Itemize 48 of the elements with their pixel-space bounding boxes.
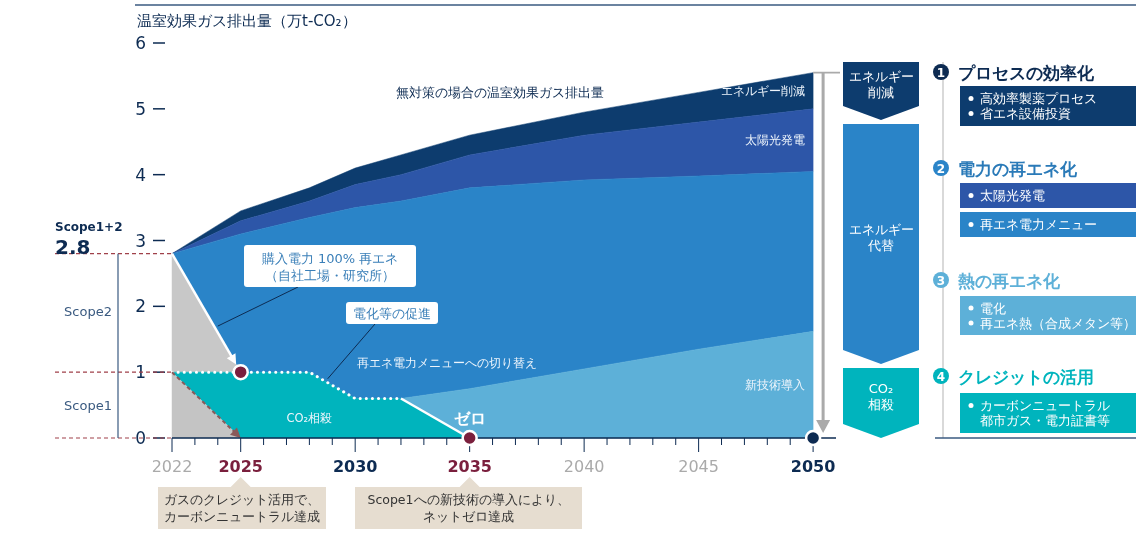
text: 4 [936, 369, 946, 384]
series-label: エネルギー削減 [721, 83, 806, 98]
text: エネルギー代替 [848, 222, 914, 253]
text: クレジットの活用 [958, 367, 1094, 387]
y-tick-label: 6 [135, 33, 146, 53]
text: 再エネ電力メニュー [980, 217, 1097, 232]
text: 省エネ設備投資 [980, 106, 1071, 121]
y-tick-label: 2 [135, 296, 146, 317]
text: 1 [936, 65, 946, 80]
text: 太陽光発電 [980, 188, 1045, 203]
y-tick-label: 5 [135, 98, 146, 119]
text: 高効率製薬プロセス [980, 91, 1097, 106]
x-tick-label: 2045 [678, 457, 719, 476]
text: 電力の再エネ化 [958, 159, 1078, 179]
text: Scope2 [64, 304, 112, 319]
text: ガスのクレジット活用で、カーボンニュートラル達成 [164, 491, 320, 524]
x-tick-label: 2025 [218, 457, 263, 476]
text: エネルギー削減 [848, 69, 914, 100]
text: 電化 [980, 300, 1006, 316]
x-tick-label: 2030 [332, 457, 378, 476]
text: Scope1+2 [55, 220, 123, 234]
y-tick-label: 3 [135, 230, 146, 251]
series-label: 再エネ電力メニューへの切り替え [356, 355, 537, 370]
x-tick-label: 2040 [563, 457, 605, 476]
text: プロセスの効率化 [958, 63, 1095, 83]
annotation: 電化等の促進 [353, 306, 431, 321]
text: 2.8 [55, 235, 91, 259]
text: 熱の再エネ化 [957, 271, 1061, 291]
annotation: 購入電力 100% 再エネ（自社工場・研究所） [261, 250, 399, 283]
y-axis-title: 温室効果ガス排出量（万t-CO₂） [137, 12, 357, 30]
annotation: 無対策の場合の温室効果ガス排出量 [396, 85, 604, 100]
y-tick-label: 4 [135, 164, 146, 185]
series-label: 太陽光発電 [745, 133, 806, 148]
text: 3 [936, 273, 946, 288]
text: 再エネ熱（合成メタン等） [980, 315, 1136, 331]
text: Scope1への新技術の導入により、ネットゼロ達成 [367, 491, 570, 524]
x-tick-label: 2050 [790, 457, 836, 476]
series-label: CO₂相殺 [286, 411, 333, 426]
y-tick-label: 0 [135, 428, 146, 448]
annotation: ゼロ [453, 409, 486, 428]
y-tick-label: 1 [135, 362, 146, 383]
text: 2 [936, 161, 946, 176]
text: CO₂相殺 [868, 381, 894, 412]
series-label: 新技術導入 [745, 377, 806, 392]
x-tick-label: 2035 [447, 457, 492, 476]
text: カーボンニュートラル都市ガス・電力証書等 [980, 398, 1110, 428]
text: Scope1 [64, 398, 112, 413]
x-tick-label: 2022 [151, 457, 193, 476]
